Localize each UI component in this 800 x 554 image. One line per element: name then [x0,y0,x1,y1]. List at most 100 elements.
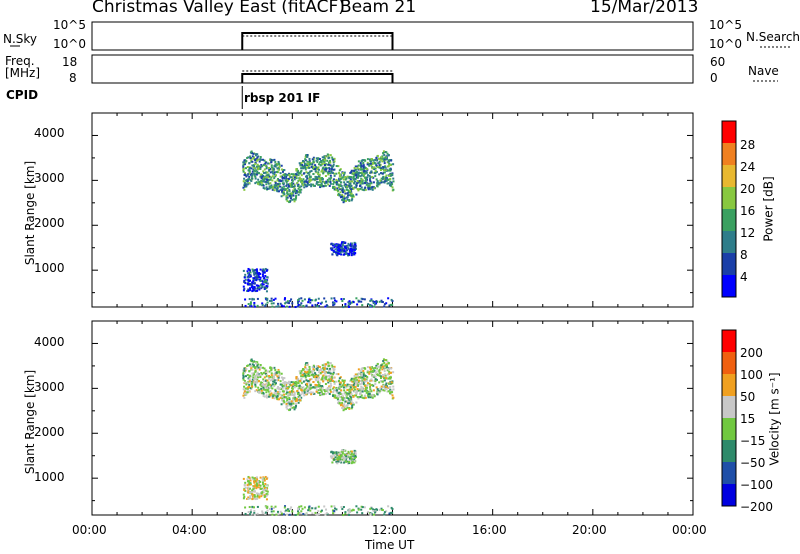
velocity-cell [248,377,251,380]
velocity-cell [302,380,305,383]
velocity-cell [296,379,299,382]
power-cell [263,187,266,190]
velocity-cell [366,382,369,385]
vel-cbar-tick-100: 100 [740,368,763,382]
velocity-cell [341,384,344,387]
power-cell [247,169,250,172]
velocity-cell [354,385,357,388]
velocity-cell [283,381,286,384]
nave-tick-bottom: 0 [710,71,718,85]
velocity-cell [368,372,371,375]
velocity-cell [264,372,267,375]
power-cell [346,185,349,188]
velocity-cell [384,388,387,391]
power-cell [291,302,294,305]
velocity-cell [359,383,362,386]
power-cell [386,178,389,181]
power-cell [264,278,267,281]
velocity-cell [286,398,289,401]
velocity-cell [317,510,320,513]
power-cell [317,297,320,300]
velocity-cell [257,376,260,379]
velocity-cell [386,373,389,376]
velocity-cell [251,505,254,508]
xtick-8: 08:00 [272,523,307,537]
velocity-cell [242,369,245,372]
power-cell [348,305,351,308]
power-cell [378,166,381,169]
power-cell [281,186,284,189]
velocity-cell [360,390,363,393]
velocity-cell [291,510,294,513]
velocity-cell [257,380,260,383]
power-cell [300,181,303,184]
power-cell [282,194,285,197]
power-cell [353,250,356,253]
velocity-cell [260,487,263,490]
velocity-cell [352,385,355,388]
power-cell [269,159,272,162]
power-cell [299,164,302,167]
power-cell [360,297,363,300]
velocity-cell [305,382,308,385]
velocity-cell [376,393,379,396]
velocity-cell [383,379,386,382]
velocity-cell [282,399,285,402]
power-cell [333,157,336,160]
velocity-cell [387,377,390,380]
power-cell [341,194,344,197]
power-cell [361,178,364,181]
velocity-cell [305,379,308,382]
velocity-cell [283,396,286,399]
power-cell [246,270,249,273]
velocity-cell [317,389,320,392]
velocity-cell [282,398,285,401]
velocity-cell [249,513,252,516]
power-cell [379,169,382,172]
velocity-cell [305,388,308,391]
power-cell [243,276,246,279]
power-cell [347,189,350,192]
velocity-cell [242,477,245,480]
power-cell [345,249,348,252]
velocity-cell [343,392,346,395]
velocity-cell [262,378,265,381]
velocity-cell [251,495,254,498]
power-cell [308,183,311,186]
velocity-cell [315,513,318,516]
velocity-cell [330,451,333,454]
power-cell [327,155,330,158]
power-cell [261,158,264,161]
velocity-cell [252,365,255,368]
power-cell [256,286,259,289]
power-cell [337,165,340,168]
power-cell [291,198,294,201]
velocity-cell [300,510,303,513]
power-cell [255,284,258,287]
velocity-cell [255,367,258,370]
velocity-cell [282,391,285,394]
power-cell [352,178,355,181]
power-cell [360,300,363,303]
power-cell [270,176,273,179]
power-cell [271,175,274,178]
power-cell [255,276,258,279]
power-cell [322,166,325,169]
power-cell [388,174,391,177]
power-cell [343,184,346,187]
power-cell [253,174,256,177]
power-cell [332,179,335,182]
power-cell [320,161,323,164]
velocity-cell [390,506,393,509]
power-cell [389,177,392,180]
power-cell [290,192,293,195]
power-cell [308,173,311,176]
velocity-cell [350,377,353,380]
power-cell [369,180,372,183]
velocity-cell [247,386,250,389]
power-cell [262,269,265,272]
velocity-cell [289,405,292,408]
velocity-cell [320,390,323,393]
power-cell [384,151,387,154]
power-cell [254,175,257,178]
